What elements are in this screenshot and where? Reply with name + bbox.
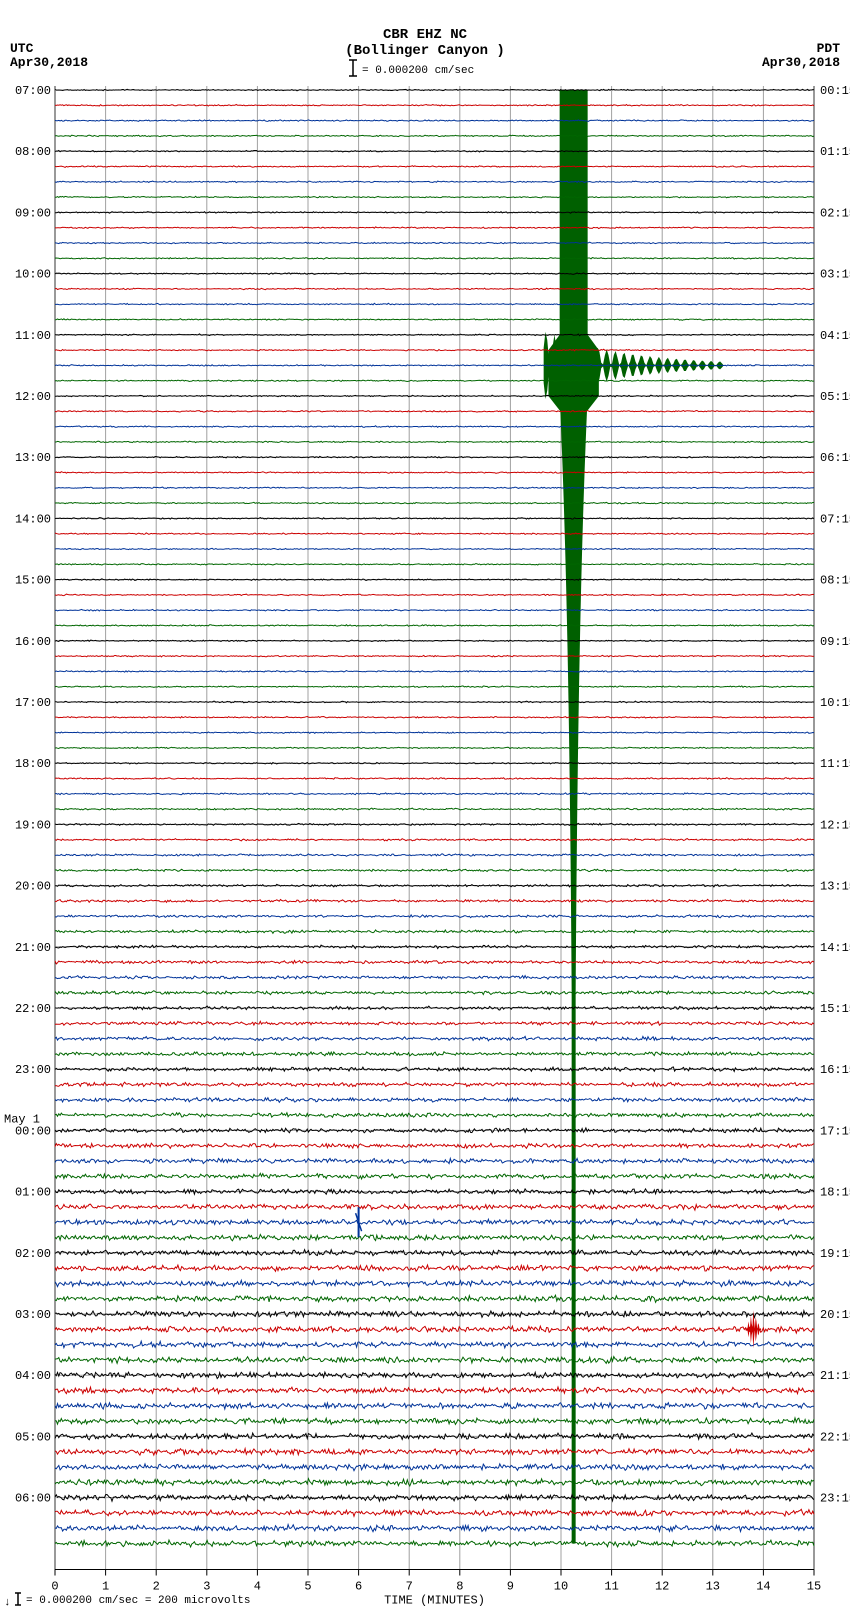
right-time-label: 18:15 (820, 1186, 850, 1200)
left-time-label: 03:00 (15, 1308, 51, 1322)
local-label: PDT (817, 41, 841, 56)
left-time-label: 18:00 (15, 757, 51, 771)
right-time-label: 02:15 (820, 206, 850, 220)
right-time-label: 15:15 (820, 1002, 850, 1016)
x-tick-label: 14 (756, 1580, 770, 1594)
left-time-label: 23:00 (15, 1063, 51, 1077)
utc-label: UTC (10, 41, 34, 56)
right-time-label: 10:15 (820, 696, 850, 710)
x-tick-label: 1 (102, 1580, 109, 1594)
helicorder-svg: CBR EHZ NC(Bollinger Canyon ) = 0.000200 … (0, 0, 850, 1613)
scale-text: = 0.000200 cm/sec (362, 65, 474, 77)
x-axis-label: TIME (MINUTES) (384, 1594, 485, 1608)
left-time-label: 01:00 (15, 1186, 51, 1200)
right-time-label: 04:15 (820, 329, 850, 343)
x-tick-label: 12 (655, 1580, 669, 1594)
right-time-label: 22:15 (820, 1430, 850, 1444)
left-time-label: 00:00 (15, 1124, 51, 1138)
left-time-label: 05:00 (15, 1430, 51, 1444)
left-time-label: 19:00 (15, 818, 51, 832)
utc-date: Apr30,2018 (10, 55, 88, 70)
left-time-label: 02:00 (15, 1247, 51, 1261)
helicorder-chart: CBR EHZ NC(Bollinger Canyon ) = 0.000200 … (0, 0, 850, 1613)
right-time-label: 23:15 (820, 1492, 850, 1506)
right-time-label: 06:15 (820, 451, 850, 465)
right-time-label: 12:15 (820, 818, 850, 832)
right-time-label: 05:15 (820, 390, 850, 404)
right-time-label: 14:15 (820, 941, 850, 955)
left-time-label: 21:00 (15, 941, 51, 955)
x-tick-label: 8 (456, 1580, 463, 1594)
left-time-label: 10:00 (15, 268, 51, 282)
x-tick-label: 13 (706, 1580, 720, 1594)
footer-prefix: ↓ (4, 1597, 11, 1609)
right-time-label: 09:15 (820, 635, 850, 649)
x-tick-label: 5 (304, 1580, 311, 1594)
left-time-label: 14:00 (15, 512, 51, 526)
right-time-label: 07:15 (820, 512, 850, 526)
left-time-label: 22:00 (15, 1002, 51, 1016)
right-time-label: 11:15 (820, 757, 850, 771)
right-time-label: 19:15 (820, 1247, 850, 1261)
x-tick-label: 4 (254, 1580, 261, 1594)
right-time-label: 21:15 (820, 1369, 850, 1383)
left-time-label: 06:00 (15, 1492, 51, 1506)
left-time-label: 17:00 (15, 696, 51, 710)
x-tick-label: 7 (406, 1580, 413, 1594)
x-tick-label: 11 (604, 1580, 618, 1594)
x-tick-label: 3 (203, 1580, 210, 1594)
left-time-label: 15:00 (15, 574, 51, 588)
x-tick-label: 9 (507, 1580, 514, 1594)
right-time-label: 13:15 (820, 880, 850, 894)
station-label: CBR EHZ NC (383, 27, 468, 43)
footer-conversion: = 0.000200 cm/sec = 200 microvolts (26, 1595, 250, 1607)
x-tick-label: 0 (51, 1580, 58, 1594)
local-date: Apr30,2018 (762, 55, 840, 70)
location-label: (Bollinger Canyon ) (345, 43, 505, 59)
bg (0, 0, 850, 1613)
right-time-label: 00:15 (820, 84, 850, 98)
right-time-label: 20:15 (820, 1308, 850, 1322)
left-time-label: 16:00 (15, 635, 51, 649)
right-time-label: 16:15 (820, 1063, 850, 1077)
left-time-label: 04:00 (15, 1369, 51, 1383)
left-time-label: 20:00 (15, 880, 51, 894)
left-time-label: 09:00 (15, 206, 51, 220)
x-tick-label: 6 (355, 1580, 362, 1594)
right-time-label: 03:15 (820, 268, 850, 282)
right-time-label: 08:15 (820, 574, 850, 588)
left-time-label: 11:00 (15, 329, 51, 343)
x-tick-label: 15 (807, 1580, 821, 1594)
left-time-label: 08:00 (15, 145, 51, 159)
left-time-label: 13:00 (15, 451, 51, 465)
left-time-label: 07:00 (15, 84, 51, 98)
x-tick-label: 2 (153, 1580, 160, 1594)
right-time-label: 17:15 (820, 1124, 850, 1138)
x-tick-label: 10 (554, 1580, 568, 1594)
left-time-label: 12:00 (15, 390, 51, 404)
right-time-label: 01:15 (820, 145, 850, 159)
